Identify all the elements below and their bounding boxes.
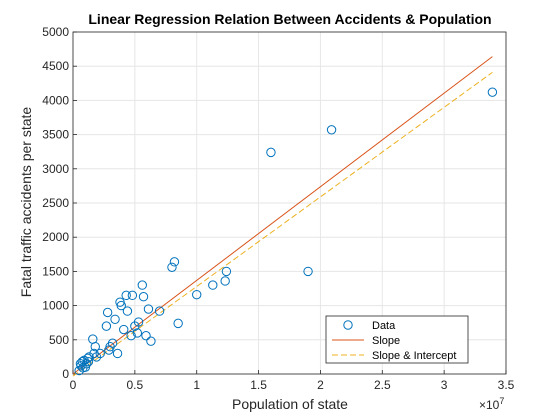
y-tick-label: 0 (62, 367, 69, 381)
data-point (138, 292, 149, 302)
data-point (167, 262, 177, 272)
data-point (101, 321, 112, 331)
data-point (137, 280, 147, 290)
legend-label-data: Data (372, 320, 396, 332)
data-point (84, 352, 94, 362)
tick-labels: 0 0.5 1 1.5 2 2.5 3 3.5 0 500 1000 1500 2000 2500 3000… (42, 25, 514, 392)
x-exponent-base: ×10 (479, 398, 500, 412)
data-point (326, 125, 337, 135)
data-point (107, 338, 118, 348)
data-point (121, 290, 131, 301)
data-point (146, 336, 156, 346)
data-point (110, 314, 120, 324)
x-tick-label: 2 (317, 378, 324, 392)
y-tick-label: 2500 (42, 196, 69, 210)
y-tick-label: 3000 (42, 162, 69, 176)
grid-layer (72, 31, 507, 375)
y-tick-label: 4000 (42, 93, 69, 107)
data-point (220, 276, 230, 286)
y-tick-label: 4500 (42, 59, 69, 73)
data-point (208, 280, 218, 290)
chart-title: Linear Regression Relation Between Accid… (88, 11, 491, 27)
data-point (126, 330, 136, 341)
data-point (141, 330, 151, 341)
points-layer (74, 87, 498, 376)
y-tick-label: 5000 (42, 25, 69, 39)
x-tick-label: 0.5 (127, 378, 144, 392)
data-point (112, 348, 123, 359)
legend-label-slope: Slope (372, 335, 400, 347)
x-exponent-power: 7 (499, 396, 504, 406)
data-point (90, 341, 100, 352)
y-tick-label: 1000 (42, 299, 69, 313)
x-axis-label: Population of state (232, 396, 348, 412)
data-point (89, 348, 99, 359)
slope-intercept-line (72, 71, 493, 377)
x-axis-exponent: ×107 (479, 396, 504, 412)
y-tick-label: 500 (49, 333, 69, 347)
data-point (116, 300, 126, 311)
data-point (192, 289, 202, 300)
data-point (102, 307, 113, 318)
y-tick-label: 1500 (42, 264, 69, 278)
data-point (143, 304, 154, 314)
y-tick-label: 3500 (42, 128, 69, 142)
data-point (122, 306, 133, 316)
data-point (133, 317, 144, 327)
data-point (221, 266, 232, 277)
data-point (154, 306, 165, 316)
legend-label-slope-intercept: Slope & Intercept (372, 350, 456, 362)
x-tick-label: 3 (441, 378, 448, 392)
data-point (173, 318, 183, 329)
data-point (169, 257, 180, 267)
data-point (303, 266, 313, 277)
data-point (266, 147, 276, 158)
data-point (83, 356, 94, 367)
x-tick-label: 0 (70, 378, 77, 392)
data-point (77, 356, 87, 367)
data-point (127, 290, 138, 301)
x-tick-label: 1 (193, 378, 200, 392)
data-point (81, 359, 92, 369)
y-axis-label: Fatal traffic accidents per state (18, 107, 34, 298)
legend-marker-data (343, 320, 353, 330)
x-tick-label: 2.5 (374, 378, 391, 392)
data-point (132, 328, 143, 338)
data-point (119, 324, 129, 335)
legend: Data Slope Slope & Intercept (325, 315, 469, 364)
data-point (76, 361, 86, 371)
data-point (105, 341, 115, 352)
x-tick-label: 1.5 (250, 378, 267, 392)
x-tick-label: 3.5 (498, 378, 515, 392)
y-tick-label: 2000 (42, 230, 69, 244)
data-point (95, 348, 105, 359)
data-point (487, 87, 498, 97)
